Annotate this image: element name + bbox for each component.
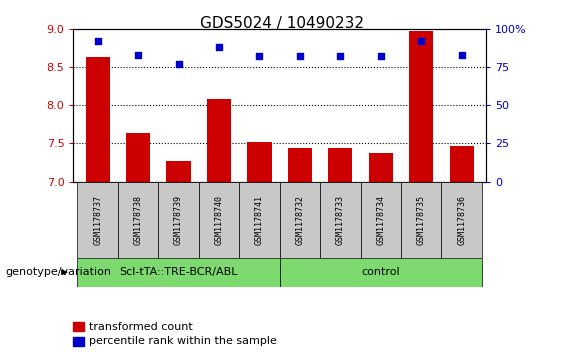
Bar — [199, 182, 239, 258]
Point — [215, 44, 224, 50]
Text: GSM1178734: GSM1178734 — [376, 195, 385, 245]
Point — [134, 52, 143, 58]
Bar — [239, 182, 280, 258]
Bar — [247, 142, 272, 182]
Bar — [280, 182, 320, 258]
Text: GSM1178735: GSM1178735 — [417, 195, 425, 245]
Point — [295, 54, 305, 60]
Text: control: control — [362, 267, 400, 277]
Point — [376, 54, 385, 60]
Bar — [118, 182, 158, 258]
Bar — [126, 134, 150, 182]
Text: GSM1178737: GSM1178737 — [93, 195, 102, 245]
Bar — [320, 182, 360, 258]
Bar — [360, 182, 401, 258]
Bar — [77, 258, 280, 287]
Text: transformed count: transformed count — [89, 322, 193, 332]
Bar — [77, 182, 118, 258]
Point — [457, 52, 466, 58]
Text: GDS5024 / 10490232: GDS5024 / 10490232 — [201, 16, 364, 31]
Bar — [158, 182, 199, 258]
Text: GSM1178732: GSM1178732 — [295, 195, 305, 245]
Bar — [450, 146, 474, 182]
Bar — [409, 31, 433, 182]
Bar — [288, 148, 312, 182]
Point — [93, 38, 102, 44]
Text: percentile rank within the sample: percentile rank within the sample — [89, 336, 277, 346]
Text: GSM1178736: GSM1178736 — [457, 195, 466, 245]
Text: GSM1178733: GSM1178733 — [336, 195, 345, 245]
Point — [255, 54, 264, 60]
Bar — [401, 182, 441, 258]
Bar — [280, 258, 482, 287]
Text: genotype/variation: genotype/variation — [6, 267, 112, 277]
Bar — [207, 99, 231, 182]
Bar — [368, 153, 393, 182]
Point — [416, 38, 425, 44]
Text: GSM1178738: GSM1178738 — [134, 195, 142, 245]
Bar — [167, 161, 191, 182]
Text: GSM1178740: GSM1178740 — [215, 195, 224, 245]
Bar — [441, 182, 482, 258]
Bar — [73, 322, 84, 331]
Text: GSM1178741: GSM1178741 — [255, 195, 264, 245]
Point — [174, 61, 183, 67]
Bar — [73, 337, 84, 346]
Point — [336, 54, 345, 60]
Bar — [328, 148, 353, 182]
Text: GSM1178739: GSM1178739 — [174, 195, 183, 245]
Bar — [85, 57, 110, 182]
Text: Scl-tTA::TRE-BCR/ABL: Scl-tTA::TRE-BCR/ABL — [119, 267, 238, 277]
